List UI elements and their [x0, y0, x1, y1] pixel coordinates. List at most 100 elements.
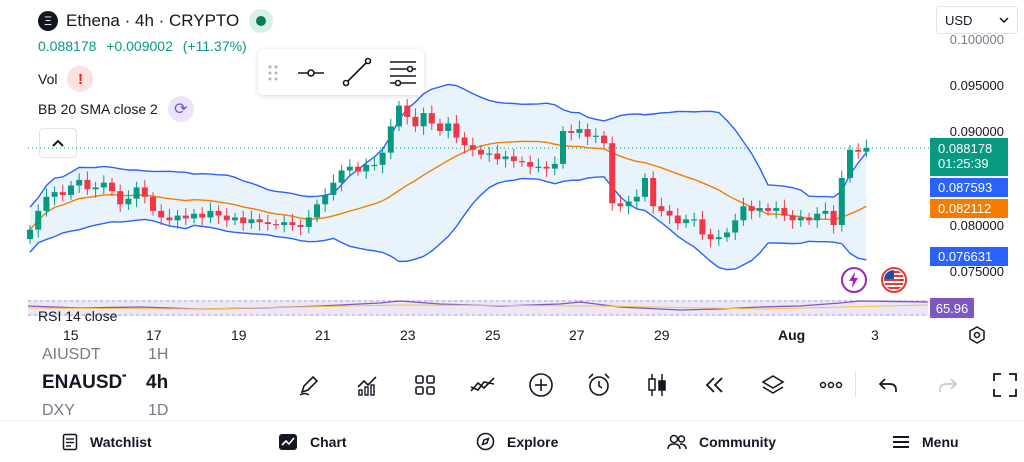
redo-icon[interactable]	[937, 374, 959, 396]
bb-upper-label: 0.087593	[930, 178, 1008, 197]
indicators-button[interactable]	[338, 373, 396, 397]
symbol-next[interactable]: DXY	[42, 402, 75, 418]
candle	[494, 145, 501, 165]
drag-handle-icon[interactable]	[268, 65, 278, 81]
candle	[133, 181, 140, 208]
more-button[interactable]	[802, 373, 860, 397]
drawing-toolbar[interactable]	[258, 49, 424, 95]
alert-button[interactable]	[570, 372, 628, 398]
timeframe-next[interactable]: 1D	[148, 402, 169, 418]
x-tick: 3	[871, 327, 879, 343]
candle	[560, 126, 566, 169]
warning-icon[interactable]: !	[67, 66, 94, 92]
symbol-title-row[interactable]: Ξ Ethena · 4h · CRYPTO	[38, 9, 274, 33]
symbol-picker[interactable]: AIUSDT 1H ENAUSDT 4h DXY 1D	[42, 346, 202, 418]
loading-cycle-icon[interactable]: ⟳	[167, 96, 194, 122]
draw-tool-button[interactable]	[280, 373, 338, 397]
volume-indicator[interactable]: Vol !	[38, 66, 94, 92]
candle	[543, 161, 550, 178]
candle	[420, 107, 427, 135]
us-flag-event-icon[interactable]	[880, 266, 908, 294]
candle	[748, 200, 755, 220]
candle	[765, 203, 771, 216]
symbol-prev[interactable]: AIUSDT	[42, 346, 101, 363]
candle	[437, 118, 443, 136]
bb-label: BB 20 SMA close 2	[38, 101, 158, 117]
rsi-value: 65.96	[930, 298, 974, 318]
chart-settings-icon[interactable]	[968, 326, 986, 344]
x-tick: 21	[315, 327, 331, 343]
candle	[469, 137, 476, 157]
price-change-percent: (+11.37%)	[182, 38, 247, 54]
candle	[117, 184, 124, 212]
candle	[273, 219, 279, 230]
candle	[43, 188, 50, 217]
candle	[453, 115, 460, 144]
candle	[551, 156, 558, 176]
candle	[412, 108, 419, 132]
trend-line-tool-icon[interactable]	[342, 57, 372, 87]
candle	[92, 181, 99, 198]
price-chart[interactable]	[0, 40, 930, 300]
lightning-event-icon[interactable]	[840, 266, 868, 294]
nav-watchlist[interactable]: Watchlist	[62, 433, 152, 451]
candle	[182, 208, 189, 225]
candle	[568, 124, 575, 141]
x-tick: 17	[146, 327, 162, 343]
candle	[773, 201, 780, 219]
grid-icon	[415, 375, 435, 395]
chart-type-button[interactable]	[628, 372, 686, 398]
nav-community-label: Community	[699, 433, 776, 450]
candle	[322, 188, 329, 212]
y-tick: 0.095000	[949, 78, 1004, 93]
horizontal-ray-tool-icon[interactable]	[298, 69, 324, 77]
candle	[674, 208, 681, 230]
candle	[633, 189, 640, 209]
bottom-navigation: Watchlist Chart Explore Community Menu	[0, 420, 1024, 462]
timeframe-current[interactable]: 4h	[146, 372, 169, 393]
x-tick: 29	[654, 327, 670, 343]
layers-button[interactable]	[744, 373, 802, 397]
rsi-label[interactable]: RSI 14 close	[38, 308, 118, 324]
candle	[338, 164, 345, 192]
x-tick: 27	[569, 327, 585, 343]
watchlist-icon	[62, 433, 78, 450]
candle	[125, 190, 132, 210]
bollinger-indicator[interactable]: BB 20 SMA close 2 ⟳	[38, 96, 194, 122]
timeframe-prev[interactable]: 1H	[148, 346, 169, 363]
fullscreen-icon[interactable]	[992, 372, 1018, 398]
nav-menu[interactable]: Menu	[892, 434, 959, 450]
symbol-current[interactable]: ENAUSDT	[42, 372, 126, 393]
candle	[617, 194, 624, 212]
candle	[830, 205, 837, 234]
y-tick: 0.080000	[949, 218, 1004, 233]
undo-icon[interactable]	[877, 374, 899, 396]
nav-explore[interactable]: Explore	[476, 432, 558, 451]
layouts-button[interactable]	[396, 373, 454, 397]
candle	[191, 209, 197, 224]
candle	[76, 173, 83, 194]
y-tick: 0.075000	[949, 264, 1004, 279]
candle	[855, 143, 862, 160]
compass-icon	[476, 432, 495, 451]
candle	[797, 209, 804, 227]
candle	[642, 173, 648, 202]
bar-countdown: 01:25:39	[938, 156, 989, 171]
bb-lower-label: 0.076631	[930, 247, 1008, 266]
compare-button[interactable]	[454, 373, 512, 397]
replay-button[interactable]	[686, 373, 744, 397]
nav-chart[interactable]: Chart	[278, 433, 347, 451]
candle	[658, 197, 665, 217]
candle	[158, 204, 165, 225]
nav-community[interactable]: Community	[667, 433, 776, 451]
market-status-icon[interactable]	[249, 9, 274, 33]
candle	[150, 192, 156, 216]
candle	[510, 148, 517, 168]
add-button[interactable]	[512, 372, 570, 398]
line-style-tool-icon[interactable]	[390, 61, 416, 87]
more-dots-icon	[819, 381, 843, 389]
rsi-pane[interactable]	[0, 298, 930, 318]
currency-select[interactable]: USD	[936, 6, 1018, 34]
collapse-indicators-button[interactable]	[39, 128, 77, 158]
candle	[461, 131, 468, 154]
